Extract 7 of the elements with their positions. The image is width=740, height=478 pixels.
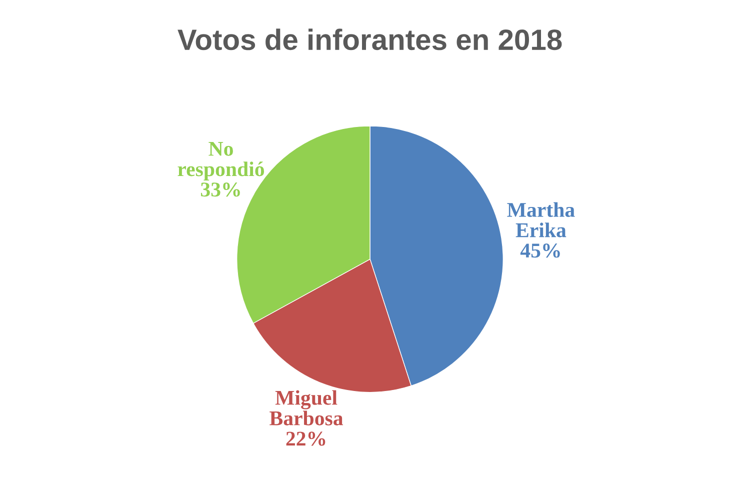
slice-label: Martha Erika bbox=[507, 202, 575, 238]
slice-label: No respondió bbox=[178, 142, 264, 180]
data-label: 33% bbox=[200, 182, 240, 197]
data-label: 45% bbox=[520, 244, 560, 258]
slice-label: Miguel Barbosa bbox=[270, 390, 344, 426]
chart-title: Votos de inforantes en 2018 bbox=[178, 28, 562, 50]
data-label: 22% bbox=[286, 432, 326, 446]
